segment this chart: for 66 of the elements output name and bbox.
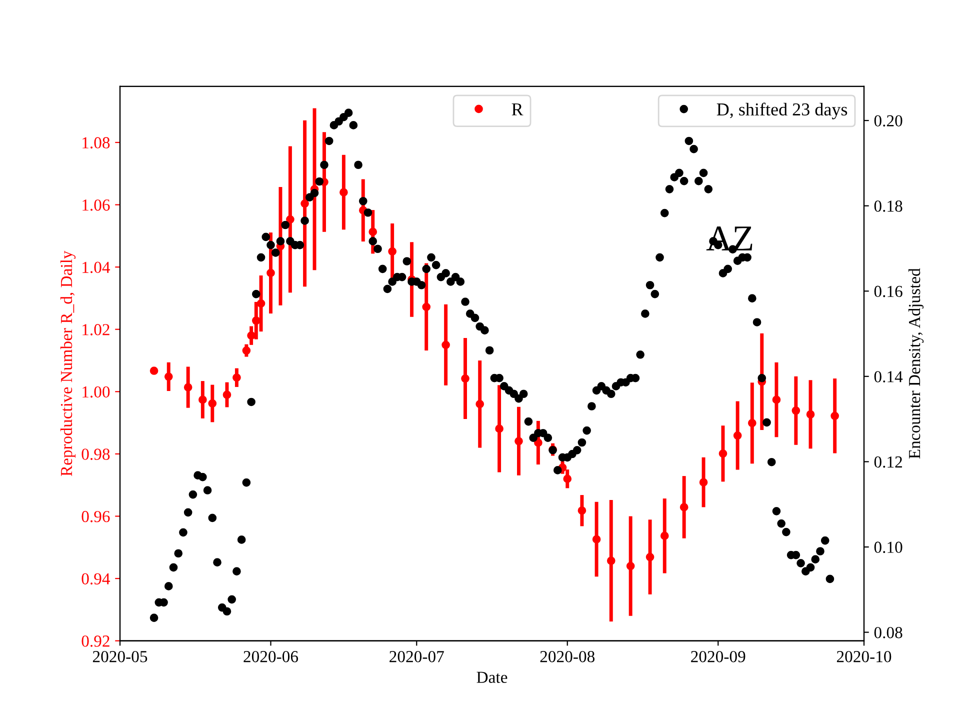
point: [606, 556, 616, 565]
point: [626, 562, 635, 570]
x-tick-label: 2020-09: [691, 651, 746, 662]
point: [699, 478, 708, 486]
point: [286, 215, 294, 224]
point: [150, 366, 158, 375]
legend-label: D, shifted 23 days: [716, 102, 848, 120]
y-tick-label: 1.08: [82, 137, 110, 148]
y-tick-label: 1.04: [82, 262, 110, 274]
y-tick-label: 1.06: [82, 199, 110, 211]
point: [208, 399, 217, 408]
point: [660, 532, 669, 540]
y-tick-label: 0.96: [82, 510, 110, 522]
point: [232, 373, 241, 382]
point: [368, 228, 378, 236]
y2-tick-label: 0.10: [874, 542, 902, 553]
point: [733, 431, 742, 440]
legend-label: R: [512, 103, 524, 116]
point: [422, 302, 431, 312]
point: [495, 424, 504, 433]
point: [164, 372, 173, 381]
point: [792, 406, 800, 415]
y2-tick-label: 0.18: [874, 200, 902, 212]
point: [252, 316, 260, 325]
y-tick-label: 0.94: [82, 573, 110, 585]
point: [680, 503, 688, 512]
y2-tick-label: 0.16: [874, 286, 902, 298]
point: [442, 340, 450, 350]
point: [256, 299, 266, 308]
y-tick-label: 1.00: [82, 386, 110, 398]
x-tick-label: 2020-05: [92, 651, 148, 662]
point: [461, 374, 470, 383]
y2-tick-label: 0.08: [874, 626, 902, 638]
point: [592, 535, 601, 544]
point: [340, 188, 348, 196]
point: [830, 412, 839, 420]
point: [266, 268, 275, 278]
y-axis-title: Reproductive Number R_d, Daily: [60, 250, 76, 476]
point: [198, 396, 207, 404]
x-axis-title: Date: [476, 672, 508, 683]
y-tick-label: 1.02: [82, 324, 110, 336]
y2-axis-title: Encounter Density, Adjusted: [908, 268, 924, 459]
point: [646, 552, 654, 562]
x-tick-label: 2020-06: [244, 651, 298, 662]
point: [772, 396, 781, 404]
point: [748, 418, 756, 428]
point: [184, 383, 192, 392]
point: [534, 438, 542, 447]
point: [578, 506, 586, 515]
x-tick-label: 2020-08: [540, 651, 595, 662]
y-tick-label: 0.98: [82, 448, 110, 460]
point: [514, 436, 523, 446]
point: [563, 474, 572, 484]
y2-tick-label: 0.20: [874, 115, 902, 127]
point: [476, 400, 484, 408]
point: [806, 410, 815, 419]
point: [300, 199, 309, 208]
point: [247, 331, 256, 340]
y2-tick-label: 0.12: [874, 456, 902, 468]
y-tick-label: 0.92: [82, 636, 110, 647]
x-tick-label: 2020-10: [836, 651, 892, 662]
point: [718, 449, 728, 458]
point: [388, 247, 396, 256]
y2-tick-label: 0.14: [874, 371, 903, 382]
x-tick-label: 2020-07: [390, 651, 444, 662]
point: [222, 390, 232, 399]
